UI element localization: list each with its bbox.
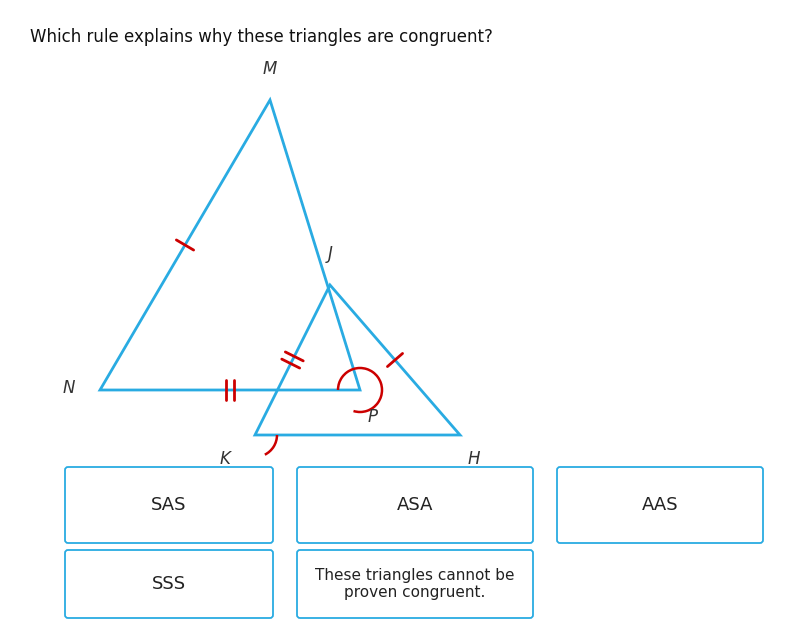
FancyBboxPatch shape bbox=[297, 550, 533, 618]
Text: M: M bbox=[263, 60, 277, 78]
Text: P: P bbox=[368, 408, 378, 426]
FancyBboxPatch shape bbox=[557, 467, 763, 543]
Text: AAS: AAS bbox=[642, 496, 678, 514]
FancyBboxPatch shape bbox=[297, 467, 533, 543]
Text: J: J bbox=[327, 245, 333, 263]
Text: ASA: ASA bbox=[397, 496, 434, 514]
Text: SAS: SAS bbox=[151, 496, 186, 514]
Text: K: K bbox=[219, 450, 230, 468]
Text: Which rule explains why these triangles are congruent?: Which rule explains why these triangles … bbox=[30, 28, 493, 46]
Text: H: H bbox=[468, 450, 481, 468]
FancyBboxPatch shape bbox=[65, 467, 273, 543]
Text: SSS: SSS bbox=[152, 575, 186, 593]
FancyBboxPatch shape bbox=[65, 550, 273, 618]
Text: N: N bbox=[62, 379, 75, 397]
Text: These triangles cannot be
proven congruent.: These triangles cannot be proven congrue… bbox=[315, 568, 514, 600]
